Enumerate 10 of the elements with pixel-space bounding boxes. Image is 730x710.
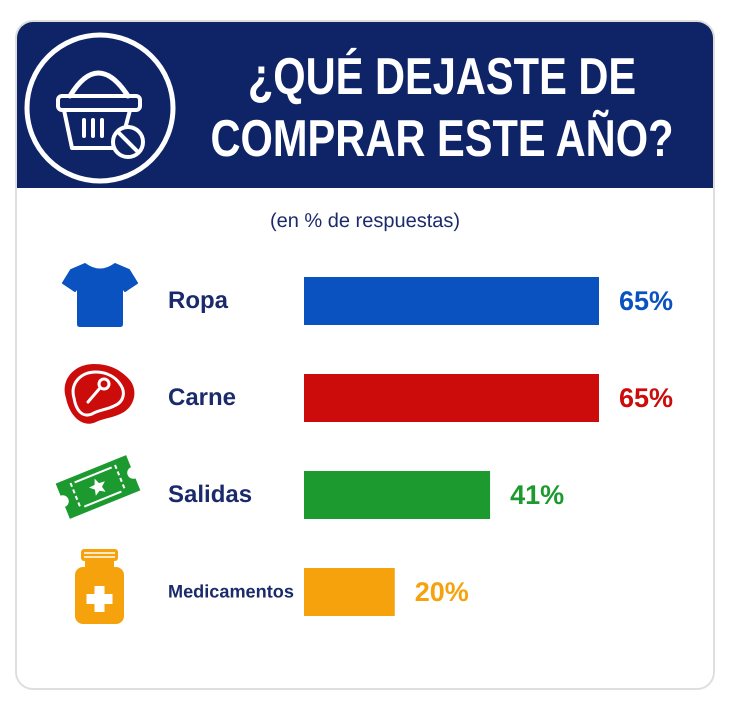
y-tick-label: Carne	[168, 384, 236, 411]
data-label: 41%	[510, 480, 564, 510]
data-label: 65%	[619, 286, 674, 316]
y-tick-label: Medicamentos	[168, 582, 294, 602]
y-tick-label: Ropa	[168, 287, 229, 314]
data-label: 20%	[414, 577, 469, 607]
chart-subtitle: (en % de respuestas)	[268, 210, 462, 233]
y-tick-label: Salidas	[168, 481, 252, 508]
chart-title: ¿QUÉ DEJASTE DE COMPRAR ESTE AÑO?	[210, 46, 674, 170]
data-label: 65%	[619, 383, 674, 413]
